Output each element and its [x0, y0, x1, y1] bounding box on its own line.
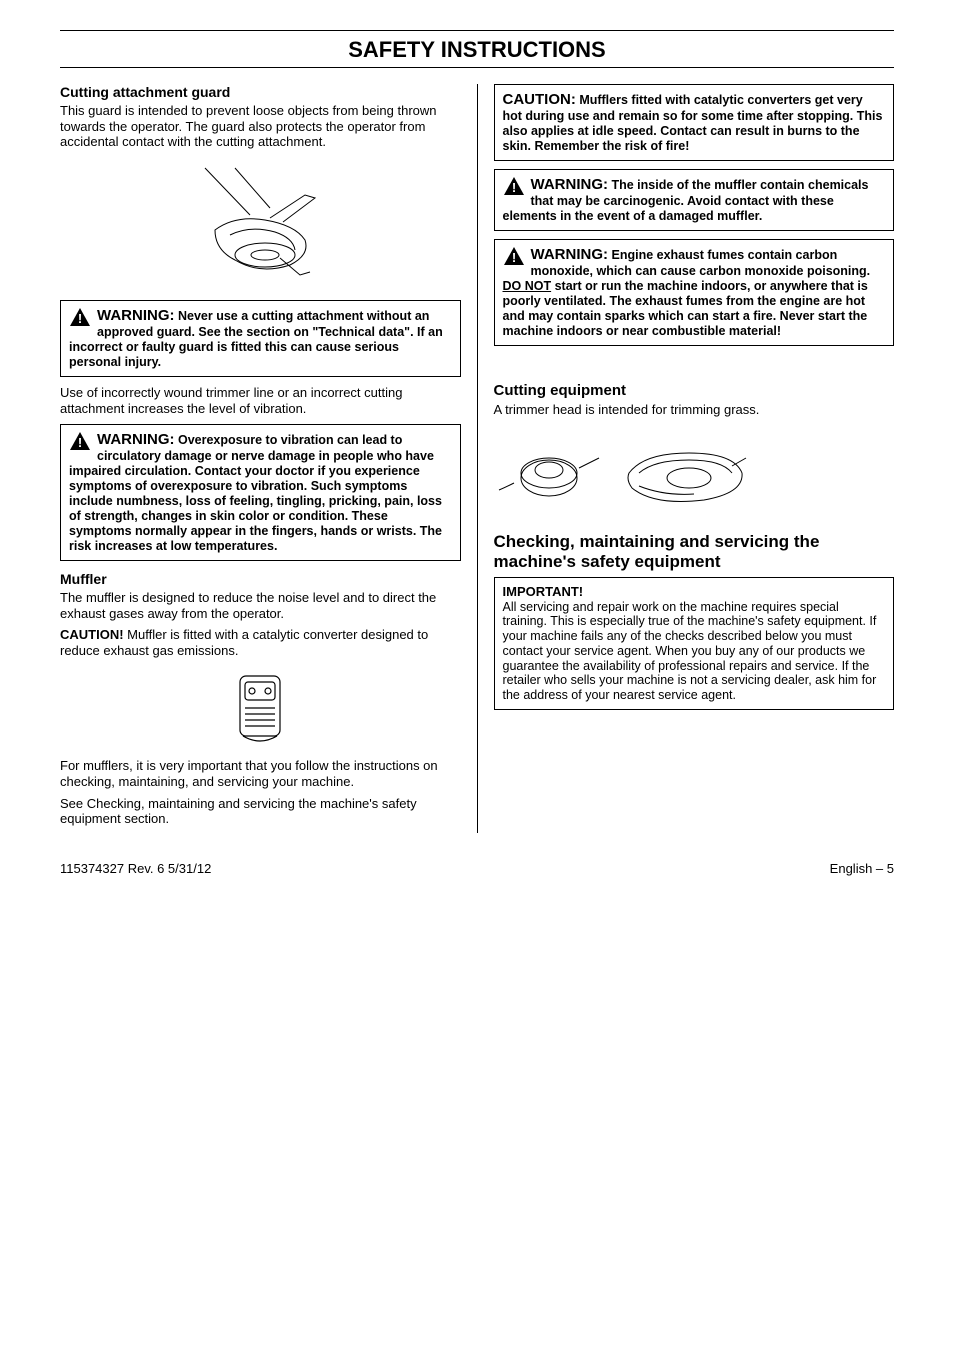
page-title: SAFETY INSTRUCTIONS — [60, 37, 894, 63]
right-column: CAUTION: Mufflers fitted with catalytic … — [494, 84, 895, 832]
warning-exhaust-lead: WARNING: — [531, 246, 609, 263]
warning-chemicals-lead: WARNING: — [531, 176, 609, 193]
content-columns: Cutting attachment guard This guard is i… — [60, 84, 894, 832]
check-maintain-heading: Checking, maintaining and servicing the … — [494, 532, 895, 571]
important-lead: IMPORTANT! — [503, 584, 886, 600]
warning-triangle-icon: ! — [69, 431, 91, 451]
svg-text:!: ! — [511, 250, 515, 265]
footer-left: 115374327 Rev. 6 5/31/12 — [60, 861, 211, 877]
caution-inline-lead: CAUTION! — [60, 627, 124, 642]
vibration-para: Use of incorrectly wound trimmer line or… — [60, 385, 461, 416]
left-column: Cutting attachment guard This guard is i… — [60, 84, 478, 832]
warning-vibration-lead: WARNING: — [97, 431, 175, 448]
top-rule — [60, 30, 894, 31]
muffler-p2: CAUTION! Muffler is fitted with a cataly… — [60, 627, 461, 658]
title-underline — [60, 67, 894, 68]
caution-muffler-lead: CAUTION: — [503, 91, 576, 108]
cutting-equipment-body: A trimmer head is intended for trimming … — [494, 402, 895, 418]
muffler-heading: Muffler — [60, 571, 461, 588]
svg-text:!: ! — [78, 311, 82, 326]
muffler-p3: For mufflers, it is very important that … — [60, 758, 461, 789]
warning-vibration-body: Overexposure to vibration can lead to ci… — [69, 433, 442, 553]
cutting-equipment-heading: Cutting equipment — [494, 382, 895, 400]
warning-exhaust-box: ! WARNING: Engine exhaust fumes contain … — [494, 239, 895, 346]
muffler-illustration — [225, 668, 295, 748]
warning-vibration-box: ! WARNING: Overexposure to vibration can… — [60, 424, 461, 561]
page-footer: 115374327 Rev. 6 5/31/12 English – 5 — [60, 861, 894, 877]
svg-text:!: ! — [511, 180, 515, 195]
warning-triangle-icon: ! — [503, 176, 525, 196]
cutting-guard-body: This guard is intended to prevent loose … — [60, 103, 461, 150]
svg-text:!: ! — [78, 435, 82, 450]
warning-guard-lead: WARNING: — [97, 307, 175, 324]
footer-right: English – 5 — [830, 861, 894, 877]
cutting-guard-illustration — [175, 160, 345, 290]
important-body: All servicing and repair work on the mac… — [503, 600, 886, 703]
warning-chemicals-box: ! WARNING: The inside of the muffler con… — [494, 169, 895, 231]
warning-triangle-icon: ! — [503, 246, 525, 266]
cutting-guard-heading: Cutting attachment guard — [60, 84, 461, 101]
warning-triangle-icon: ! — [69, 307, 91, 327]
important-box: IMPORTANT! All servicing and repair work… — [494, 577, 895, 710]
muffler-p4: See Checking, maintaining and servicing … — [60, 796, 461, 827]
muffler-p1: The muffler is designed to reduce the no… — [60, 590, 461, 621]
warning-guard-box: ! WARNING: Never use a cutting attachmen… — [60, 300, 461, 377]
caution-muffler-box: CAUTION: Mufflers fitted with catalytic … — [494, 84, 895, 161]
warning-exhaust-donot: DO NOT — [503, 279, 552, 293]
warning-exhaust-after: start or run the machine indoors, or any… — [503, 279, 868, 338]
trimmer-head-illustration — [494, 428, 754, 518]
